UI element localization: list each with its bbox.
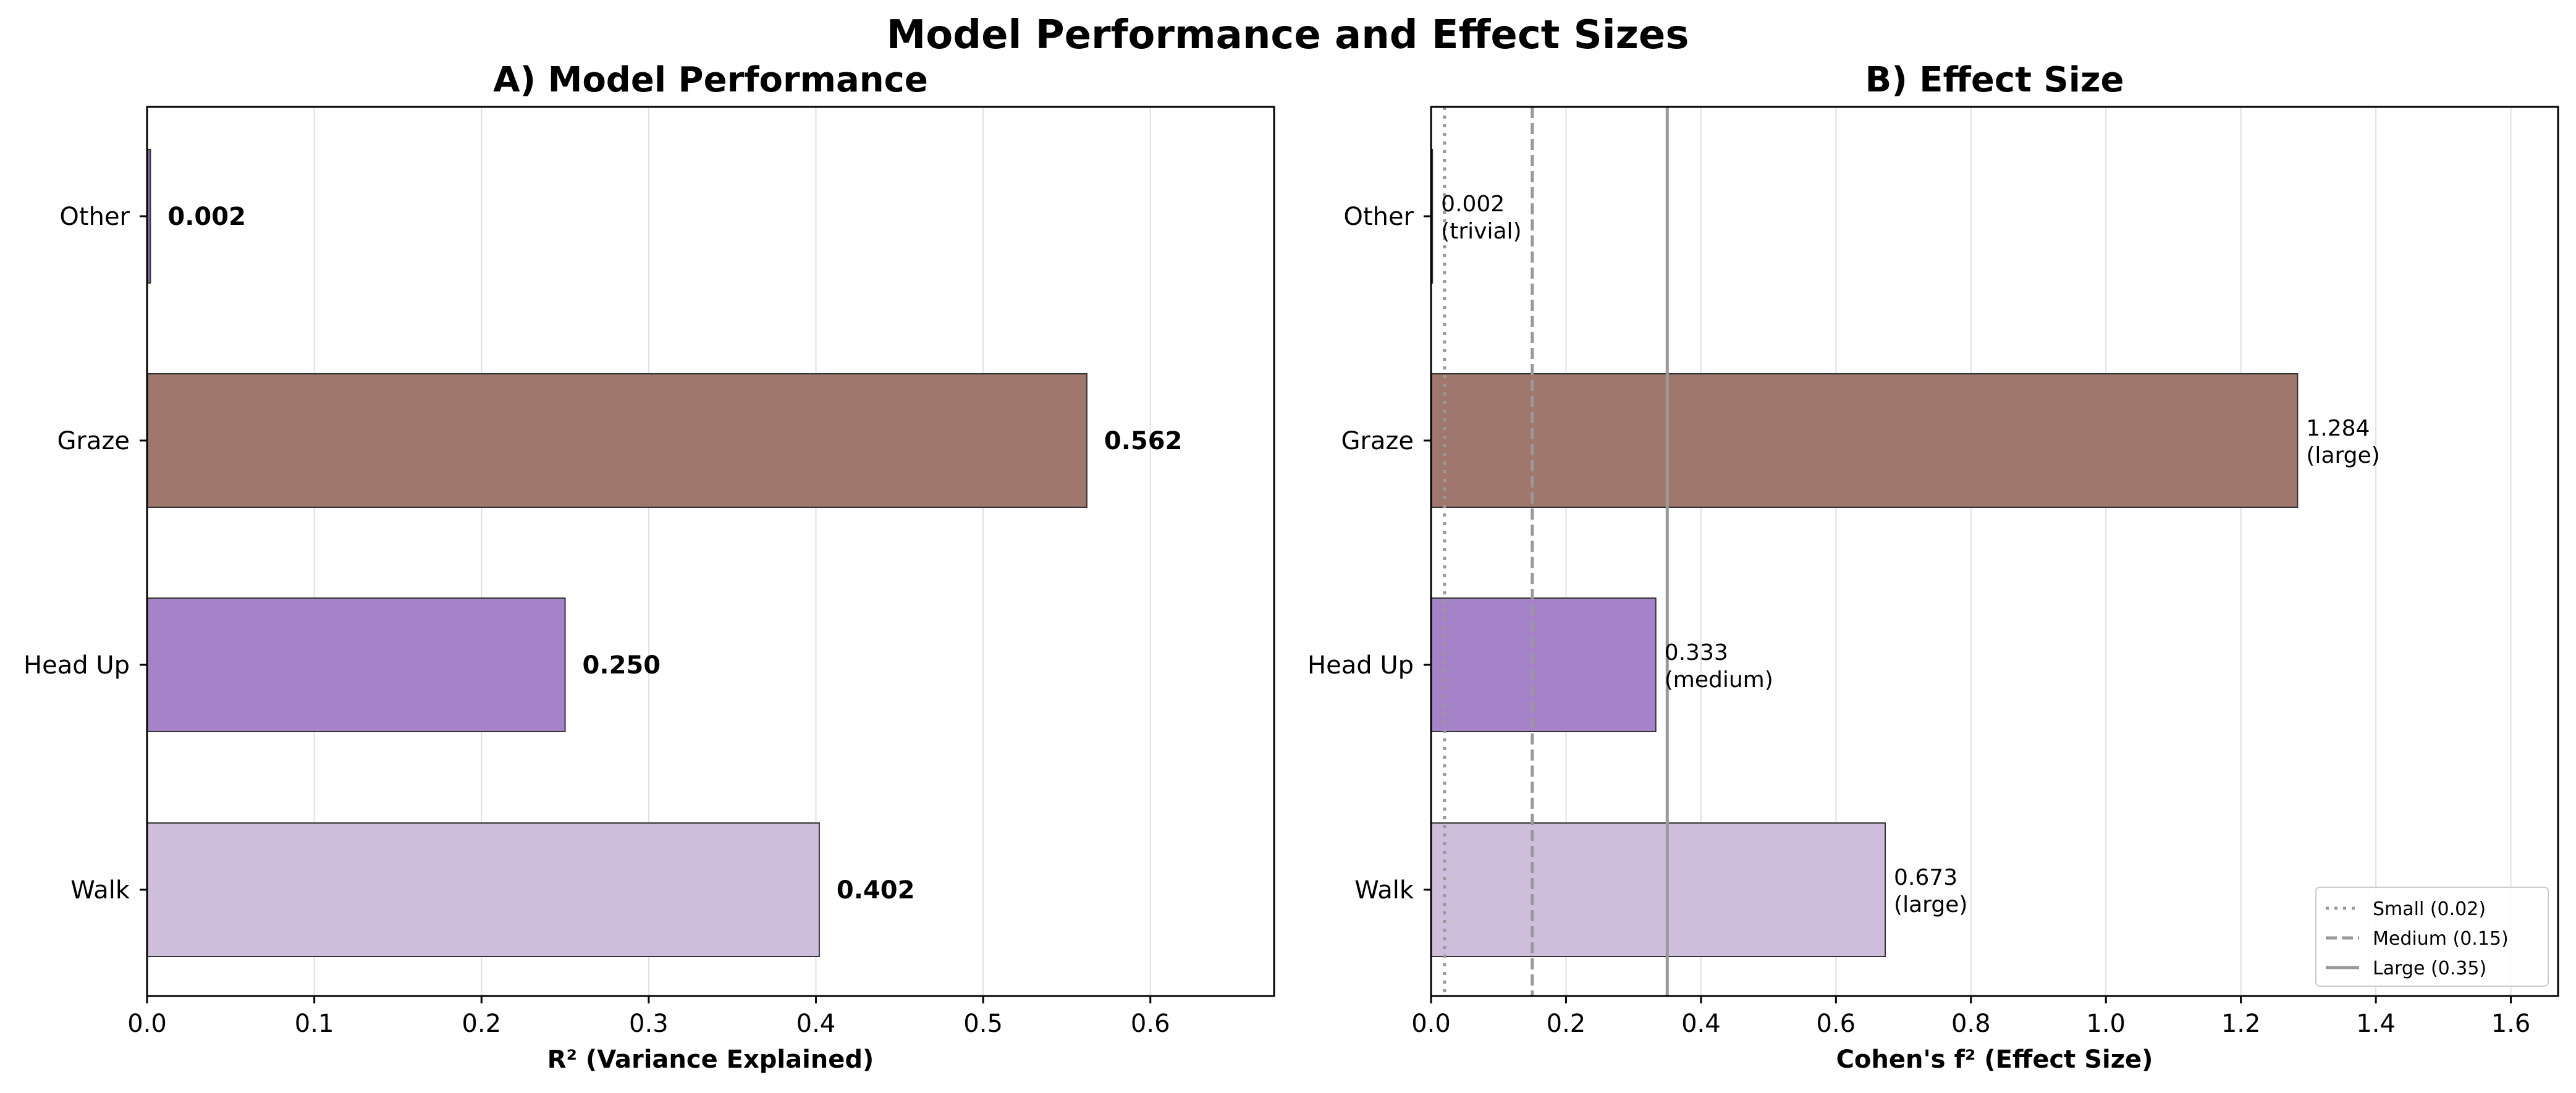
x-tick-label: 0.6 <box>1817 1010 1856 1038</box>
bar-effect-label: (trivial) <box>1441 219 1521 244</box>
y-tick-label: Walk <box>70 876 130 905</box>
y-tick-label: Other <box>1343 203 1414 231</box>
bar-value-label: 0.250 <box>583 651 661 680</box>
bar-value-label: 0.673 <box>1894 865 1957 890</box>
x-tick-label: 0.1 <box>295 1010 334 1038</box>
axes-frame <box>1430 106 2559 997</box>
y-tick-label: Head Up <box>1307 651 1414 680</box>
axes-title: A) Model Performance <box>493 60 928 100</box>
bar-value-label: 0.333 <box>1665 640 1728 665</box>
x-tick-label: 1.2 <box>2221 1010 2261 1038</box>
bar-walk <box>1430 822 1886 957</box>
bar-value-label: 0.002 <box>1441 192 1505 217</box>
x-tick-label: 0.4 <box>796 1010 836 1038</box>
x-tick-label: 0.2 <box>1547 1010 1586 1038</box>
bar-value-label: 0.402 <box>837 876 915 905</box>
bar-effect-label: (large) <box>2306 443 2380 468</box>
figure-title: Model Performance and Effect Sizes <box>887 12 1689 58</box>
y-tick-label: Head Up <box>23 651 130 680</box>
y-tick-label: Other <box>59 203 130 231</box>
x-axis-label: R² (Variance Explained) <box>547 1045 874 1074</box>
panel-a: 0.002 0.562 0.250 0.402 Other Graze Head Up Wal… <box>23 60 1275 1074</box>
legend-box <box>2315 887 2549 987</box>
panel-b: 0.002(trivial)1.284(large)0.333(medium)0… <box>1307 60 2559 1074</box>
bar-value-label: 0.562 <box>1104 427 1183 455</box>
y-tick-label: Graze <box>57 427 130 455</box>
legend-entry: Small (0.02) <box>2373 898 2486 920</box>
legend-entry: Large (0.35) <box>2373 958 2486 979</box>
bar-effect-label: (large) <box>1894 892 1967 918</box>
bar-value-label: 1.284 <box>2306 416 2370 441</box>
bar-effect-label: (medium) <box>1665 667 1773 693</box>
legend-entry: Medium (0.15) <box>2373 928 2509 950</box>
x-tick-label: 0.6 <box>1131 1010 1170 1038</box>
bar-walk <box>146 822 820 957</box>
bar-head-up <box>1430 597 1657 732</box>
x-tick-label: 1.0 <box>2086 1010 2126 1038</box>
x-tick-label: 0.5 <box>963 1010 1003 1038</box>
y-tick-label: Graze <box>1341 427 1414 455</box>
x-axis-label: Cohen's f² (Effect Size) <box>1836 1045 2153 1074</box>
y-tick-label: Walk <box>1354 876 1414 905</box>
x-tick-label: 0.8 <box>1951 1010 1991 1038</box>
axes-frame <box>146 106 1275 997</box>
bar-graze <box>146 373 1087 508</box>
x-tick-label: 0.2 <box>462 1010 501 1038</box>
x-tick-label: 0.0 <box>1411 1010 1451 1038</box>
x-tick-label: 0.4 <box>1681 1010 1721 1038</box>
bar-head-up <box>146 597 566 732</box>
x-tick-label: 1.4 <box>2356 1010 2396 1038</box>
x-tick-label: 1.6 <box>2491 1010 2531 1038</box>
axes-title: B) Effect Size <box>1865 60 2124 100</box>
bar-value-label: 0.002 <box>167 203 246 231</box>
x-tick-label: 0.3 <box>629 1010 669 1038</box>
legend: Small (0.02) Medium (0.15) Large (0.35) <box>2315 887 2549 987</box>
x-tick-label: 0.0 <box>127 1010 167 1038</box>
bar-graze <box>1430 373 2299 508</box>
